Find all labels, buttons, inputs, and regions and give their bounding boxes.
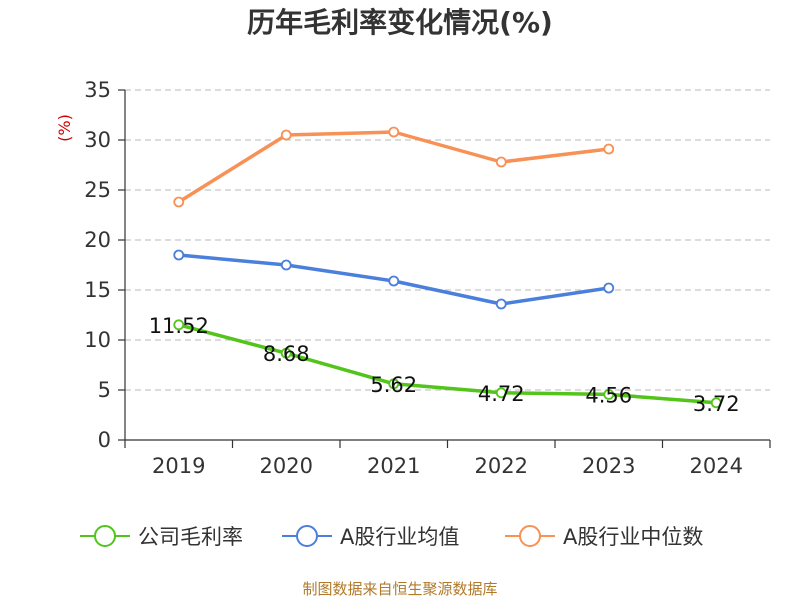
data-point: [495, 156, 507, 168]
legend-item: 公司毛利率: [80, 525, 243, 549]
data-label: 5.62: [370, 373, 417, 397]
y-tick-label: 20: [84, 228, 111, 252]
data-point: [710, 397, 722, 409]
data-point: [173, 196, 185, 208]
series-line-0: [178, 323, 717, 405]
data-point: [280, 129, 292, 141]
legend-label: A股行业均值: [340, 525, 459, 549]
data-point: [388, 378, 400, 390]
data-point: [280, 259, 292, 271]
x-tick-label: 2019: [152, 454, 205, 478]
grid-lines: [125, 89, 770, 391]
source-note: 制图数据来自恒生聚源数据库: [302, 580, 497, 598]
legend: 公司毛利率 A股行业均值 A股行业中位数: [80, 525, 703, 549]
y-tick-label: 10: [84, 328, 111, 352]
x-tick-label: 2021: [367, 454, 420, 478]
data-point: [173, 319, 185, 331]
data-point: [495, 387, 507, 399]
x-tick-label: 2020: [260, 454, 313, 478]
data-point: [388, 126, 400, 138]
legend-item: A股行业中位数: [505, 525, 703, 549]
data-point: [173, 249, 185, 261]
data-point: [603, 143, 615, 155]
axes: 0 5 10 15 20 25 30 35 2019 2020 2021 2022 2023 2024: [84, 78, 771, 478]
data-label: 4.56: [585, 383, 632, 407]
legend-marker-icon: [94, 525, 116, 547]
data-point: [280, 347, 292, 359]
y-tick-label: 0: [98, 428, 111, 452]
x-tick-label: 2024: [690, 454, 743, 478]
data-label: 3.72: [693, 392, 740, 416]
data-label: 4.72: [478, 382, 525, 406]
data-point: [495, 298, 507, 310]
legend-label: 公司毛利率: [138, 525, 243, 549]
x-tick-label: 2023: [582, 454, 635, 478]
data-point: [388, 275, 400, 287]
data-label: 11.52: [149, 314, 209, 338]
y-tick-label: 25: [84, 178, 111, 202]
legend-marker-icon: [519, 525, 541, 547]
y-tick-label: 5: [98, 378, 111, 402]
series-lines: [173, 126, 722, 409]
x-tick-label: 2022: [475, 454, 528, 478]
legend-marker-icon: [296, 525, 318, 547]
legend-item: A股行业均值: [282, 525, 459, 549]
data-label: 8.68: [263, 342, 310, 366]
y-tick-label: 35: [84, 78, 111, 102]
chart-title: 历年毛利率变化情况(%): [247, 6, 553, 39]
data-point: [603, 282, 615, 294]
data-labels: 11.52 8.68 5.62 4.72 4.56 3.72: [149, 314, 740, 416]
data-point: [603, 388, 615, 400]
legend-label: A股行业中位数: [563, 525, 703, 549]
y-tick-label: 30: [84, 128, 111, 152]
y-tick-label: 15: [84, 278, 111, 302]
y-axis-label: (%): [55, 114, 74, 142]
series-line-2: [177, 130, 609, 204]
